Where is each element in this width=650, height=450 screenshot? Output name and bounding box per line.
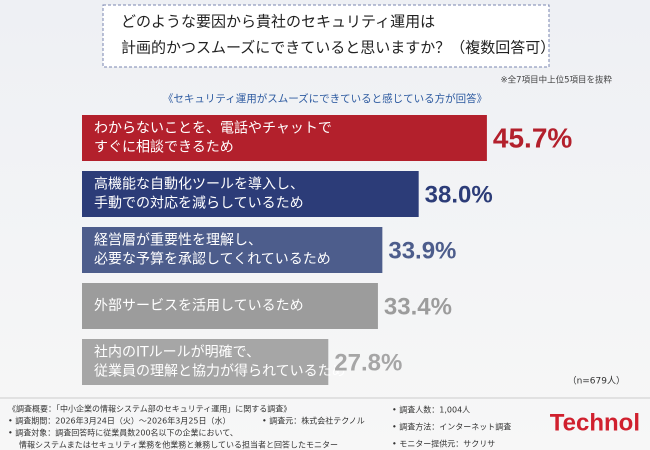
bar — [82, 171, 419, 217]
sample-size: （n=679人） — [568, 376, 625, 387]
bar-category-label: わからないことを、電話やチャットで — [94, 120, 332, 137]
bar-category-label: 外部サービスを活用しているため — [94, 298, 304, 314]
title-line: 計画的かつスムーズにできていると思いますか？（複数回答可） — [121, 39, 555, 57]
value-label: 33.4% — [384, 293, 452, 320]
footer-text: • 調査期間：2026年3月24日（火）～2026年3月25日（水） — [8, 416, 231, 426]
note: ※全7項目中上位5項目を抜粋 — [501, 75, 613, 86]
value-label: 38.0% — [425, 181, 493, 208]
bar-category-label: 従業員の理解と協力が得られているため — [94, 363, 346, 380]
bar-category-label: 高機能な自動化ツールを導入し、 — [94, 176, 304, 193]
bar — [82, 227, 383, 273]
footer-text: • モニター提供元：サクリサ — [392, 439, 495, 449]
value-label: 33.9% — [388, 237, 456, 264]
bar-category-label: 経営層が重要性を理解し、 — [94, 233, 262, 249]
title-line: どのような要因から貴社のセキュリティ運用は — [121, 13, 435, 31]
footer-text: 情報システムまたはセキュリティ業務を他業務と兼務している担当者と回答したモニター — [19, 440, 338, 450]
logo: Technol — [550, 409, 640, 436]
bar — [82, 115, 487, 161]
bar-category-label: 社内のITルールが明確で、 — [94, 345, 260, 361]
bar-category-label: 必要な予算を承認してくれているため — [94, 252, 331, 268]
footer-text: • 調査人数：1,004人 — [392, 405, 470, 415]
footer-heading: 《調査概要：「中小企業の情報システム部のセキュリティ運用」に関する調査》 — [8, 404, 291, 414]
footer-text: • 調査方法：インターネット調査 — [392, 422, 511, 432]
bar — [82, 283, 378, 329]
bar — [82, 339, 329, 385]
value-label: 27.8% — [334, 349, 402, 376]
value-label: 45.7% — [493, 122, 572, 153]
bar-category-label: すぐに相談できるため — [94, 140, 234, 156]
footer-text: • 調査対象：調査回答時に従業員数200名以下の企業において、 — [8, 428, 238, 438]
footer-text: • 調査元：株式会社テクノル — [262, 416, 365, 426]
bar-category-label: 手動での対応を減らしているため — [94, 195, 304, 212]
subtitle: 《セキュリティ運用がスムーズにできていると感じている方が回答》 — [163, 92, 487, 105]
title-box — [102, 4, 550, 68]
